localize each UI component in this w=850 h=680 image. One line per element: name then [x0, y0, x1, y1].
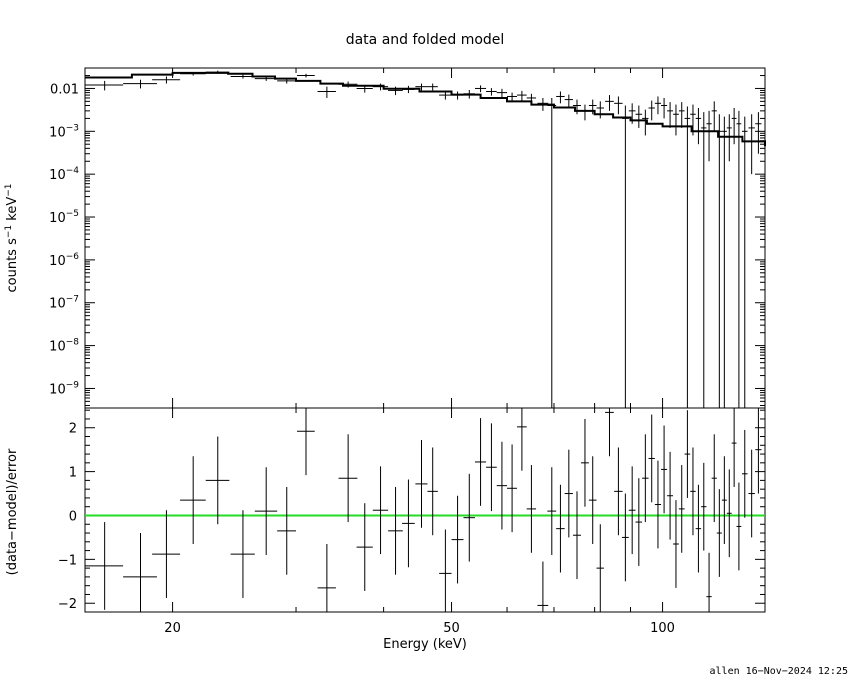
- y-axis-label-top: counts s−1 keV−1: [4, 183, 20, 292]
- y-tick-exponent: −4: [66, 166, 80, 176]
- x-axis-label: Energy (keV): [383, 637, 467, 652]
- x-tick-label: 50: [443, 621, 460, 636]
- x-tick-label: 100: [650, 621, 675, 636]
- y-tick-exponent: −5: [66, 209, 79, 219]
- bottom-panel: 20 50 100 2 1 0 −1 −2: [58, 407, 766, 636]
- ylabel-sup1: −1: [4, 225, 14, 238]
- ylabel-sup2: −1: [4, 183, 14, 196]
- y-tick-base: 10: [49, 297, 66, 312]
- y-tick-label: 10−4: [49, 166, 79, 183]
- y-tick-exponent: −8: [66, 338, 80, 348]
- ylabel-kev: keV: [5, 197, 20, 225]
- y-tick-label: 10−3: [49, 123, 79, 140]
- model-line: [85, 71, 766, 147]
- y-tick-label: 1: [69, 466, 77, 481]
- y-tick-base: 10: [49, 125, 66, 140]
- y-tick-label: 10−8: [49, 338, 79, 355]
- y-tick-exponent: −6: [66, 252, 80, 262]
- footer-stamp: allen 16−Nov−2024 12:25: [710, 666, 848, 677]
- y-tick-base: 10: [49, 211, 66, 226]
- y-tick-base: 10: [49, 382, 66, 397]
- ylabel-counts: counts s: [5, 238, 20, 293]
- y-tick-label: 0.01: [50, 82, 79, 97]
- y-tick-label: −1: [58, 553, 77, 568]
- y-tick-exponent: −7: [66, 295, 79, 305]
- y-tick-label: 2: [69, 422, 77, 437]
- chart-title: data and folded model: [346, 32, 505, 48]
- y-tick-label: 10−6: [49, 252, 79, 269]
- y-tick-label: −2: [58, 597, 77, 612]
- y-tick-label: 10−7: [49, 295, 79, 312]
- y-tick-label: 10−9: [49, 380, 79, 397]
- y-tick-base: 0.01: [50, 82, 79, 97]
- top-plot-frame: [84, 67, 766, 409]
- x-tick-label: 20: [164, 621, 181, 636]
- y-axis-label-bottom: (data−model)/error: [5, 448, 20, 575]
- y-tick-exponent: −9: [66, 380, 80, 390]
- bottom-plot-frame: [84, 407, 766, 613]
- y-tick-label: 0: [69, 509, 77, 524]
- y-tick-base: 10: [49, 340, 66, 355]
- y-tick-base: 10: [49, 168, 66, 183]
- y-tick-exponent: −3: [66, 123, 79, 133]
- y-tick-label: 10−5: [49, 209, 79, 226]
- y-tick-base: 10: [49, 254, 66, 269]
